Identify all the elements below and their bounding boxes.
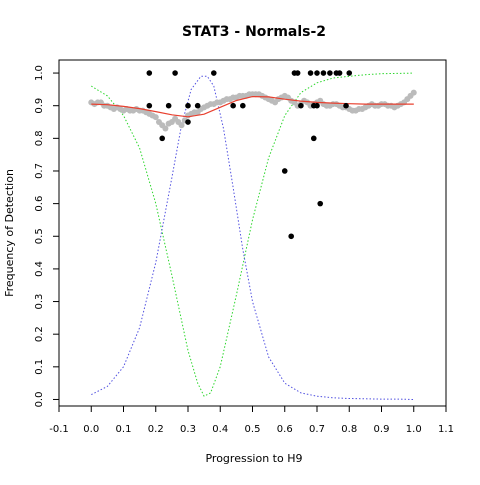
- data-point: [211, 70, 217, 76]
- y-axis-label: Frequency of Detection: [3, 169, 16, 297]
- x-tick-label: 0.8: [341, 424, 357, 435]
- data-point: [327, 70, 333, 76]
- data-point: [298, 102, 304, 109]
- x-tick-label: 0.4: [212, 424, 228, 435]
- data-point: [185, 102, 191, 109]
- y-tick-label: 0.3: [34, 294, 45, 310]
- smoothed-point: [178, 122, 185, 129]
- series-layer: [88, 70, 417, 400]
- y-tick-label: 0.0: [34, 392, 45, 408]
- data-point: [336, 70, 343, 76]
- y-tick-label: 0.8: [34, 130, 45, 146]
- x-tick-label: 0.2: [148, 424, 164, 435]
- fit-line: [91, 95, 414, 118]
- y-tick-label: 0.6: [34, 196, 45, 212]
- data-point: [346, 70, 353, 76]
- data-point: [310, 135, 317, 142]
- data-point: [294, 70, 301, 76]
- data-point: [159, 135, 165, 142]
- x-tick-label: -0.1: [49, 424, 69, 435]
- data-point: [320, 70, 327, 76]
- data-point: [317, 200, 324, 207]
- data-point: [314, 102, 320, 109]
- y-tick-label: 1.0: [34, 65, 45, 81]
- data-point: [194, 102, 201, 109]
- x-tick-label: 0.0: [83, 424, 99, 435]
- data-point: [240, 102, 246, 109]
- smoothed-point: [152, 114, 159, 121]
- x-axis: -0.1 0.0 0.1 0.2 0.3 0.4 0.5 0.6 0.7 0.8 0.9 1.0 1.1: [49, 406, 454, 435]
- data-point: [307, 70, 314, 76]
- data-point: [281, 168, 288, 174]
- x-tick-label: 0.3: [180, 424, 196, 435]
- data-point: [185, 119, 191, 125]
- green-curve-line: [91, 72, 414, 397]
- x-tick-label: 0.5: [245, 424, 261, 435]
- x-tick-label: 1.1: [438, 424, 454, 435]
- y-tick-label: 0.7: [34, 163, 45, 179]
- y-axis: 0.0 0.1 0.2 0.3 0.4 0.5 0.6 0.7 0.8 0.9 1.0: [34, 65, 59, 407]
- smoothed-point: [162, 125, 169, 132]
- y-tick-label: 0.1: [34, 359, 45, 375]
- y-tick-label: 0.4: [34, 261, 45, 277]
- data-point: [172, 70, 178, 76]
- blue-curve-line: [91, 75, 414, 400]
- x-axis-label: Progression to H9: [205, 452, 302, 465]
- x-tick-label: 0.7: [309, 424, 325, 435]
- y-tick-label: 0.2: [34, 326, 45, 342]
- data-point: [146, 102, 153, 109]
- data-point: [165, 102, 172, 109]
- smoothed-point: [410, 89, 417, 96]
- plot-frame: [58, 59, 447, 407]
- x-tick-label: 0.6: [277, 424, 293, 435]
- x-tick-label: 1.0: [406, 424, 422, 435]
- data-point: [230, 102, 236, 109]
- y-tick-label: 0.9: [34, 98, 45, 114]
- data-point: [146, 70, 153, 76]
- data-point: [314, 70, 320, 76]
- x-tick-label: 0.9: [374, 424, 390, 435]
- chart-title: STAT3 - Normals-2: [182, 24, 326, 40]
- data-point: [343, 102, 349, 109]
- x-tick-label: 0.1: [116, 424, 132, 435]
- data-point: [288, 233, 295, 240]
- y-tick-label: 0.5: [34, 228, 45, 244]
